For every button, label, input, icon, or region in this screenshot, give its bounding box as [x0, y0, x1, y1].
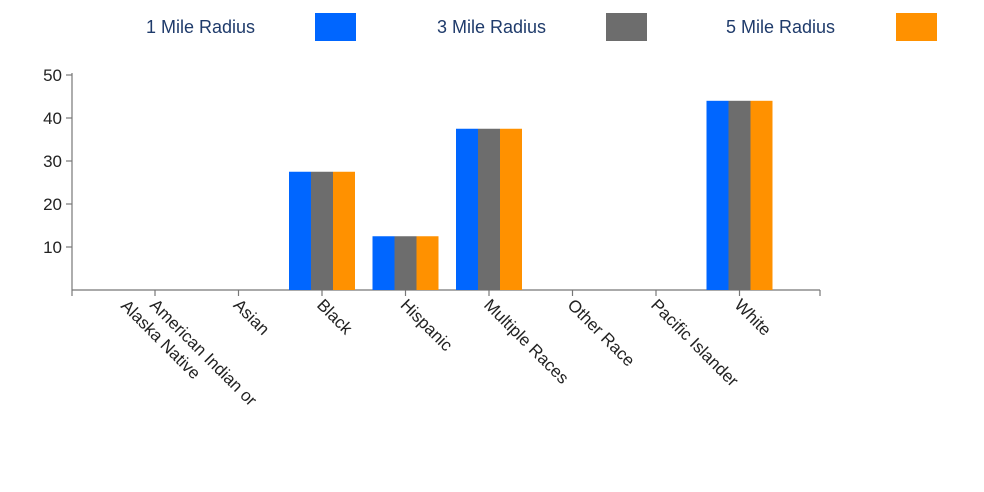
bar	[372, 236, 395, 290]
x-tick-label-line: Black	[313, 295, 356, 338]
x-tick-label: Other Race	[564, 295, 639, 370]
x-tick-label: Hispanic	[397, 295, 457, 355]
bar	[311, 171, 333, 290]
bar	[728, 100, 751, 290]
bar	[394, 236, 417, 290]
legend-label: 3 Mile Radius	[437, 17, 547, 37]
bar	[500, 128, 522, 290]
x-tick-label: Asian	[230, 295, 274, 339]
x-tick-label-line: Hispanic	[397, 295, 457, 355]
x-tick-label-line: White	[731, 295, 775, 339]
bar	[456, 128, 478, 290]
x-tick-label: White	[731, 295, 775, 339]
x-tick-label-line: Multiple Races	[480, 295, 572, 387]
y-tick-label: 50	[43, 66, 62, 85]
y-tick-label: 40	[43, 109, 62, 128]
x-tick-label: Pacific Islander	[647, 295, 742, 390]
y-tick-label: 20	[43, 195, 62, 214]
x-tick-label: Black	[313, 295, 356, 338]
bar	[289, 171, 311, 290]
bar	[333, 171, 355, 290]
x-tick-label: Multiple Races	[480, 295, 572, 387]
bar	[750, 100, 773, 290]
legend-label: 1 Mile Radius	[146, 17, 256, 37]
x-tick-label-line: Asian	[230, 295, 274, 339]
legend-item-1-mile: 1 Mile Radius	[146, 10, 255, 44]
legend-item-5-mile: 5 Mile Radius	[726, 10, 835, 44]
legend-swatch-3-mile	[606, 13, 647, 41]
legend-swatch-1-mile	[315, 13, 356, 41]
bar	[416, 236, 439, 290]
x-tick-label-line: Pacific Islander	[647, 295, 742, 390]
legend: 1 Mile Radius 3 Mile Radius 5 Mile Radiu…	[0, 10, 984, 44]
y-tick-label: 10	[43, 238, 62, 257]
x-tick-label-line: Other Race	[564, 295, 639, 370]
legend-swatch-5-mile	[896, 13, 937, 41]
y-tick-label: 30	[43, 152, 62, 171]
legend-label: 5 Mile Radius	[726, 17, 836, 37]
bar	[478, 128, 500, 290]
legend-item-3-mile: 3 Mile Radius	[437, 10, 546, 44]
bar	[706, 100, 729, 290]
